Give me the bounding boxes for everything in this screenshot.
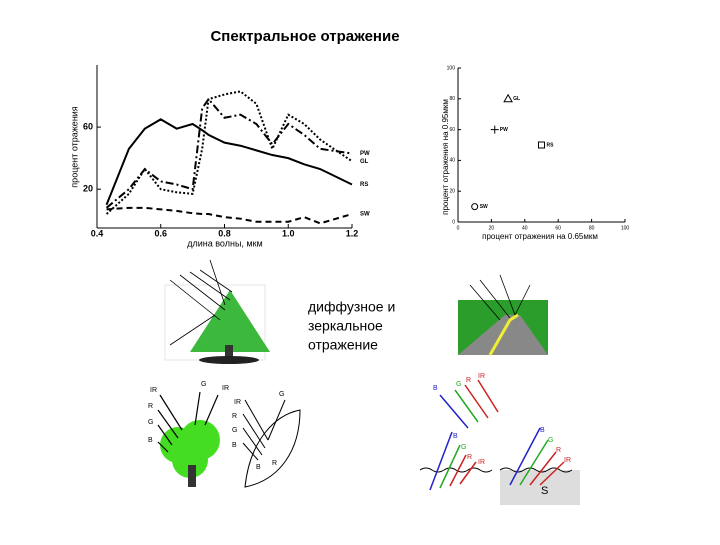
illustration-label: B — [148, 437, 153, 444]
illustration-label: IR — [564, 457, 571, 464]
illustration-label: IR — [234, 399, 241, 406]
illustration-label: B — [433, 385, 438, 392]
x-tick-label: 1.2 — [346, 228, 359, 238]
x-axis-label: длина волны, мкм — [187, 238, 263, 248]
line-series — [105, 90, 353, 215]
illustration-label: R — [466, 377, 471, 384]
caption-line: зеркальное — [308, 318, 383, 334]
tree-illustration — [157, 391, 220, 487]
x-tick-label: 0.4 — [91, 228, 104, 238]
series-label: SW — [360, 212, 370, 218]
point-label: PW — [500, 127, 508, 133]
x-axis-label: процент отражения на 0.65мкм — [482, 232, 598, 241]
y-tick-label: 100 — [447, 65, 456, 71]
illustration-label: B — [232, 442, 237, 449]
illustration-label: B — [540, 427, 545, 434]
illustration-label: B — [256, 464, 261, 471]
point-label: GL — [513, 96, 520, 102]
y-tick-label: 40 — [449, 158, 455, 164]
illustration-label: G — [461, 444, 466, 451]
point — [538, 141, 545, 149]
title: Спектральное отражение — [210, 28, 399, 45]
illustration-label: R — [148, 403, 153, 410]
illustration-label: G — [201, 381, 206, 388]
point-label: SW — [480, 204, 488, 210]
leaf-illustration — [242, 399, 301, 488]
line-series — [105, 118, 353, 206]
illustration-label: B — [453, 433, 458, 440]
illustration-label: IR — [478, 459, 485, 466]
illustration-label: R — [556, 447, 561, 454]
x-tick-label: 0.8 — [218, 228, 231, 238]
y-tick-label: 20 — [449, 189, 455, 195]
water-illustration — [419, 379, 580, 505]
y-axis-label: процент отражения — [69, 106, 79, 188]
illustration-label: IR — [222, 385, 229, 392]
caption-line: диффузное и — [308, 299, 395, 315]
illustration-label: G — [279, 391, 284, 398]
illustration-label: S — [541, 485, 548, 497]
illustration-label: IR — [150, 387, 157, 394]
x-tick-label: 0 — [457, 225, 460, 231]
y-tick-label: 20 — [83, 184, 93, 194]
line-series — [106, 206, 353, 225]
line-series — [105, 97, 353, 209]
series-label: PW — [360, 151, 370, 157]
illustration-label: R — [272, 460, 277, 467]
point — [471, 203, 479, 211]
series-label: RS — [360, 182, 368, 188]
road-illustration — [458, 274, 548, 356]
series-label: GL — [360, 159, 369, 165]
illustration-label: G — [456, 381, 461, 388]
x-tick-label: 1.0 — [282, 228, 295, 238]
y-tick-label: 80 — [449, 96, 455, 102]
illustration-label: IR — [478, 373, 485, 380]
y-tick-label: 60 — [83, 121, 93, 131]
x-tick-label: 60 — [555, 225, 561, 231]
x-tick-label: 0.6 — [154, 228, 167, 238]
point — [503, 93, 513, 103]
point-label: RS — [547, 142, 555, 148]
caption: диффузное и зеркальное отражение — [308, 299, 395, 353]
x-tick-label: 80 — [589, 225, 595, 231]
x-tick-label: 40 — [522, 225, 528, 231]
y-tick-label: 60 — [449, 127, 455, 133]
illustration-label: R — [467, 454, 472, 461]
x-tick-label: 20 — [489, 225, 495, 231]
illustration-label: R — [232, 413, 237, 420]
illustration-label: G — [548, 437, 553, 444]
y-axis-label: процент отражения на 0.95мкм — [441, 99, 450, 215]
illustration-label: G — [148, 419, 153, 426]
pine-illustration — [164, 259, 270, 364]
caption-line: отражение — [308, 337, 378, 353]
point — [490, 125, 499, 134]
y-tick-label: 0 — [452, 219, 455, 225]
illustration-label: G — [232, 427, 237, 434]
x-tick-label: 100 — [621, 225, 630, 231]
